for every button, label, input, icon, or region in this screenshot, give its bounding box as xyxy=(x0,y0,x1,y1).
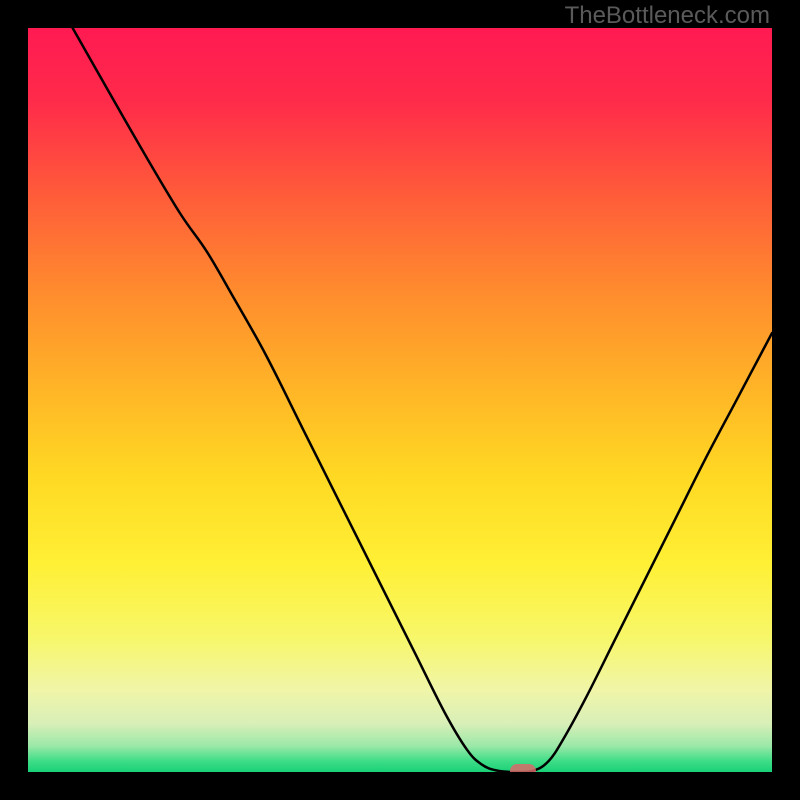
frame-right xyxy=(772,0,800,800)
plot-area xyxy=(28,28,772,772)
curve-svg xyxy=(28,28,772,772)
frame-bottom xyxy=(0,772,800,800)
chart-container: TheBottleneck.com xyxy=(0,0,800,800)
watermark-text: TheBottleneck.com xyxy=(565,2,770,30)
bottleneck-curve xyxy=(73,28,772,772)
frame-left xyxy=(0,0,28,800)
optimal-marker xyxy=(510,764,536,773)
